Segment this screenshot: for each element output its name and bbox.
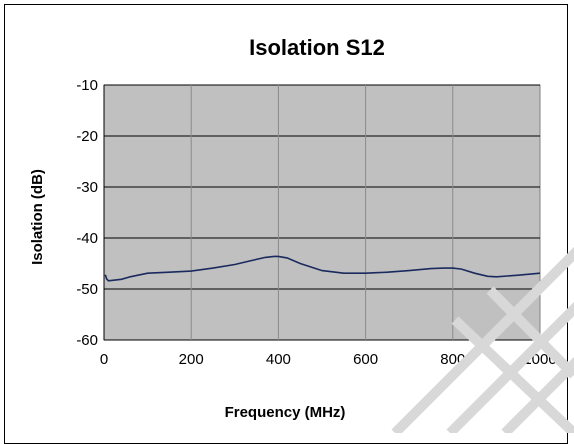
y-tick-label: -10 [76,77,98,94]
y-tick-label: -20 [76,128,98,145]
x-tick-label: 0 [100,351,108,368]
plot-area [103,84,541,341]
watermark-lattice [391,246,574,433]
chart: Isolation S12 -10 -20 -30 -40 -50 -60 0 200 400… [29,35,574,433]
y-tick-label: -60 [76,332,98,349]
y-tick-label: -50 [76,281,98,298]
series-line-isolation [104,255,541,282]
x-axis-label: Frequency (MHz) [225,404,346,421]
y-tick-labels: -10 -20 -30 -40 -50 -60 [76,77,98,349]
x-tick-label: 600 [353,351,378,368]
y-tick-label: -40 [76,230,98,247]
y-tick-label: -30 [76,179,98,196]
x-tick-label: 200 [179,351,204,368]
gridlines [103,84,540,341]
x-tick-label: 400 [266,351,291,368]
chart-title: Isolation S12 [249,35,385,60]
y-axis-label: Isolation (dB) [29,169,46,265]
